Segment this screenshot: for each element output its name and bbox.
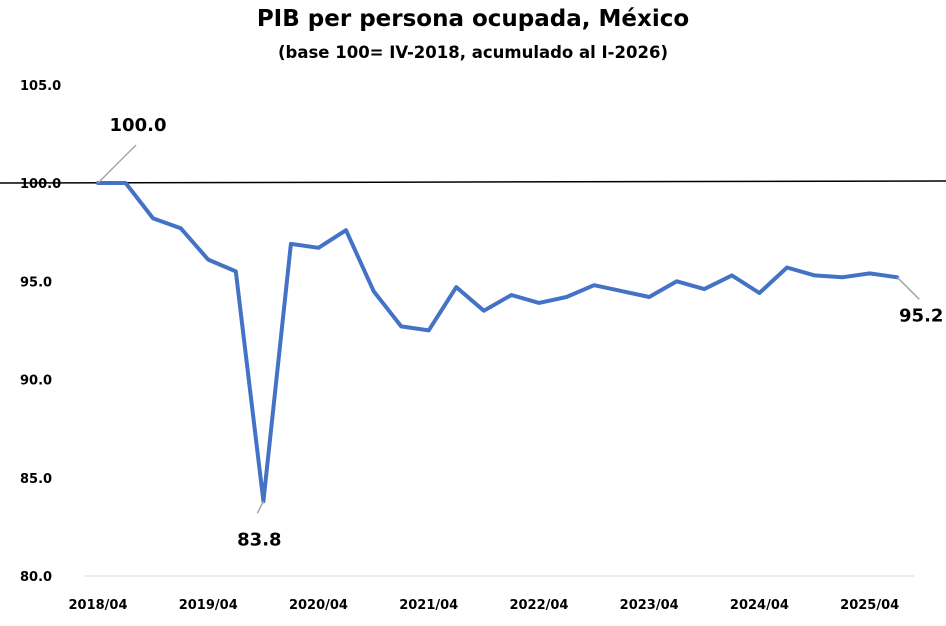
x-tick-label: 2023/04 <box>620 598 679 613</box>
reference-layer <box>0 180 946 184</box>
x-tick-label: 2018/04 <box>68 598 127 613</box>
y-tick-label: 90.0 <box>20 374 52 389</box>
series-layer <box>96 181 900 504</box>
data-label: 95.2 <box>899 305 943 326</box>
x-tick-label: 2024/04 <box>730 598 789 613</box>
y-tick-label: 85.0 <box>20 472 52 487</box>
data-label: 100.0 <box>110 115 167 136</box>
axis-layer: 80.0 85.0 90.0 95.0 100.0 105.0 2018/04 2019/04… <box>20 79 914 613</box>
data-label-layer: 100.0 83.8 95.2 <box>97 115 943 550</box>
y-tick-label: 100.0 <box>20 177 61 192</box>
data-label-leader <box>97 144 137 184</box>
y-tick-label: 95.0 <box>20 275 52 290</box>
x-tick-label: 2021/04 <box>399 598 458 613</box>
x-tick-label: 2020/04 <box>289 598 348 613</box>
x-tick-label: 2022/04 <box>509 598 568 613</box>
y-tick-label: 105.0 <box>20 79 61 94</box>
reference-line <box>0 180 946 184</box>
y-tick-label: 80.0 <box>20 570 52 585</box>
chart-subtitle: (base 100= IV-2018, acumulado al I-2026) <box>277 43 668 62</box>
x-tick-label: 2025/04 <box>840 598 899 613</box>
series-line <box>96 181 900 504</box>
data-label: 83.8 <box>237 529 281 550</box>
x-tick-label: 2019/04 <box>179 598 238 613</box>
data-label-leader <box>256 500 265 514</box>
chart-title: PIB per persona ocupada, México <box>256 6 690 32</box>
data-label-leader <box>896 276 920 300</box>
